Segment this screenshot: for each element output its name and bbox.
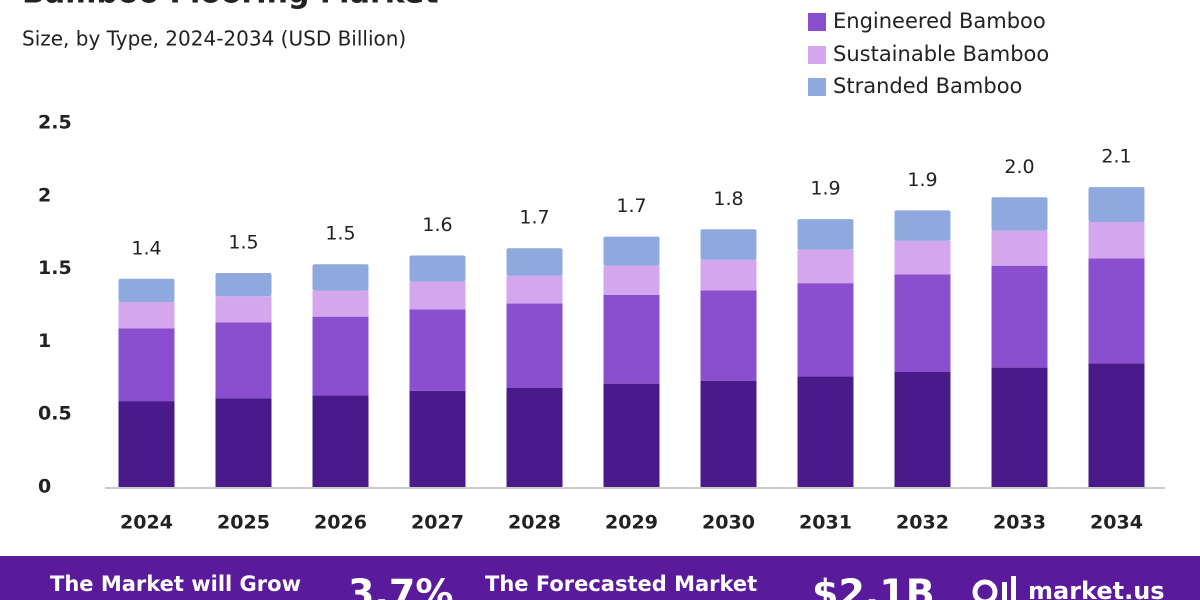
x-tick-label: 2028	[508, 512, 561, 534]
x-tick-label: 2025	[217, 512, 270, 534]
x-tick-label: 2026	[314, 512, 367, 534]
bar-segment	[894, 240, 951, 275]
bar-segment	[506, 387, 563, 487]
bar-segment	[603, 265, 660, 295]
bar-segment	[506, 248, 563, 276]
bar-segment	[991, 230, 1048, 266]
total-label: 2.1	[1101, 146, 1131, 168]
bar-segment	[797, 219, 854, 250]
bar-segment	[603, 383, 660, 487]
bar-segment	[215, 398, 272, 487]
y-tick-label: 1	[38, 330, 51, 352]
bar-segment	[118, 328, 175, 402]
bar-segment	[312, 290, 369, 317]
bar-segment	[894, 371, 951, 487]
bar-segment	[700, 290, 757, 381]
bar-segment	[215, 296, 272, 323]
bar-segment	[1088, 258, 1145, 364]
bar-segment	[797, 249, 854, 284]
bar-segment	[700, 229, 757, 260]
bar-segment	[797, 376, 854, 487]
footer-growth-text: The Market will Grow	[50, 572, 301, 596]
bar-segment	[1088, 187, 1145, 223]
bar-segment	[991, 265, 1048, 368]
bar-segment	[603, 294, 660, 384]
total-label: 1.5	[325, 223, 355, 245]
footer-forecast-text: The Forecasted Market	[485, 572, 757, 596]
total-label: 1.9	[810, 178, 840, 200]
bar-segment	[409, 309, 466, 391]
bar-segment	[118, 401, 175, 487]
bar-segment	[409, 281, 466, 310]
bar-segment	[506, 275, 563, 304]
legend-label: Sustainable Bamboo	[833, 42, 1049, 66]
x-tick-label: 2027	[411, 512, 464, 534]
x-tick-label: 2029	[605, 512, 658, 534]
legend-label: Solid Bamboo	[833, 0, 978, 1]
bar-segment	[700, 259, 757, 291]
bar-segment	[700, 380, 757, 487]
bar-segment	[215, 322, 272, 399]
bar-segment	[312, 316, 369, 396]
x-tick-label: 2033	[993, 512, 1046, 534]
y-tick-label: 2.5	[38, 112, 72, 134]
bar-segment	[409, 390, 466, 487]
bar-segment	[991, 197, 1048, 231]
bar-segment	[118, 302, 175, 329]
bar-segment	[1088, 363, 1145, 487]
legend-swatch	[808, 46, 826, 64]
total-label: 1.4	[131, 237, 161, 259]
bar-segment	[409, 255, 466, 282]
bar-segment	[312, 264, 369, 291]
bar-segment	[894, 210, 951, 241]
total-label: 1.7	[519, 207, 549, 229]
bar-segment	[118, 278, 175, 303]
total-label: 1.5	[228, 231, 258, 253]
bar-segment	[312, 395, 369, 487]
bar-segment	[1088, 222, 1145, 259]
x-tick-label: 2024	[120, 512, 173, 534]
footer-forecast-value: $2.1B	[812, 572, 935, 600]
bar-segment	[603, 236, 660, 266]
chart-subtitle: Size, by Type, 2024-2034 (USD Billion)	[22, 27, 406, 51]
legend-label: Stranded Bamboo	[833, 74, 1022, 98]
footer-growth-value: 3.7%	[348, 572, 453, 600]
legend-swatch	[808, 78, 826, 96]
bar-segment	[991, 367, 1048, 487]
total-label: 1.9	[907, 169, 937, 191]
y-tick-label: 1.5	[38, 257, 72, 279]
footer-band	[0, 556, 1200, 600]
x-tick-label: 2034	[1090, 512, 1143, 534]
legend-label: Engineered Bamboo	[833, 9, 1046, 33]
total-label: 1.8	[713, 188, 743, 210]
legend-swatch	[808, 13, 826, 31]
total-label: 1.7	[616, 195, 646, 217]
total-label: 2.0	[1004, 156, 1034, 178]
bar-segment	[215, 272, 272, 297]
x-tick-label: 2032	[896, 512, 949, 534]
total-label: 1.6	[422, 214, 452, 236]
brand-icon	[972, 576, 1016, 600]
x-tick-label: 2031	[799, 512, 852, 534]
y-tick-label: 0	[38, 476, 51, 498]
bar-segment	[894, 274, 951, 372]
y-tick-label: 0.5	[38, 403, 72, 425]
chart-title: Bamboo Flooring Market	[22, 0, 439, 11]
bar-segment	[797, 283, 854, 377]
footer-brand: market.us	[1028, 577, 1165, 600]
bar-segment	[506, 303, 563, 388]
x-tick-label: 2030	[702, 512, 755, 534]
y-tick-label: 2	[38, 184, 51, 206]
